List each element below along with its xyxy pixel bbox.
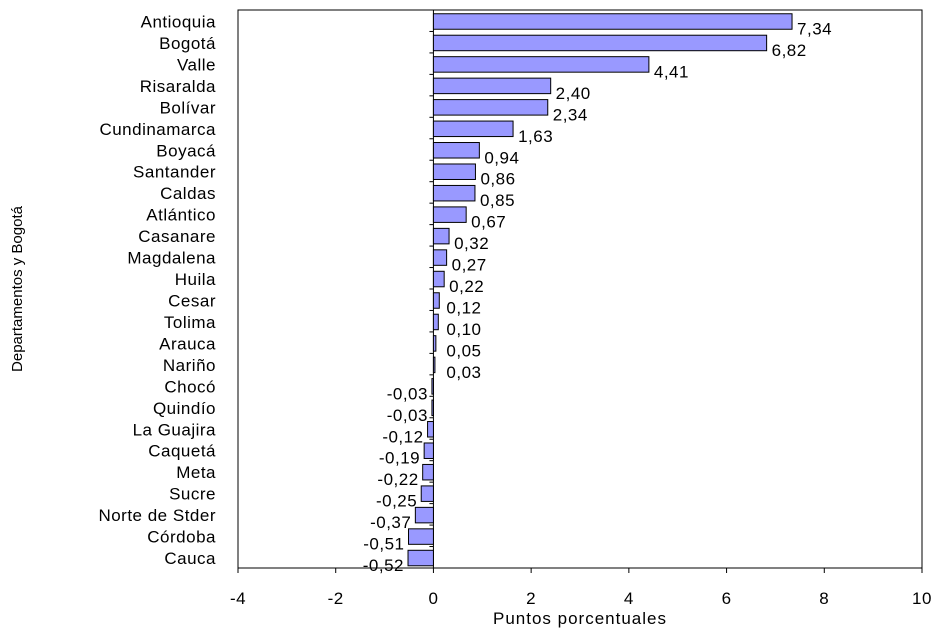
bar-cundinamarca [432, 120, 514, 138]
bar-boyaca [432, 142, 480, 159]
x-tick-label: -2 [328, 589, 344, 608]
category-label: Atlántico [146, 206, 216, 225]
x-tick-label: 10 [912, 589, 932, 608]
value-label: -0,25 [376, 492, 417, 511]
value-label: 2,40 [556, 84, 591, 103]
value-label: -0,19 [379, 449, 420, 468]
x-tick-label: 4 [624, 589, 634, 608]
category-label: Sucre [169, 485, 216, 504]
category-label: Cauca [164, 549, 216, 568]
value-label: -0,03 [387, 384, 428, 403]
category-label: Valle [177, 55, 216, 74]
x-tick-label: 0 [428, 589, 438, 608]
plot-area [237, 9, 923, 569]
value-label: 0,12 [446, 299, 481, 318]
category-label: Chocó [164, 377, 216, 396]
category-label: Quindío [153, 399, 216, 418]
category-label: Bogotá [159, 34, 216, 53]
bar-tolima [432, 313, 439, 331]
category-label: La Guajira [133, 420, 216, 439]
category-label: Santander [133, 163, 216, 182]
x-axis-ticks: -4 -2 0 2 4 6 8 10 [230, 9, 932, 608]
category-label: Arauca [159, 334, 216, 353]
value-label: 2,34 [553, 105, 588, 124]
bar-bogota [432, 34, 768, 52]
value-label: 0,86 [480, 170, 515, 189]
value-label: -0,12 [382, 427, 423, 446]
x-axis-title: Puntos porcentuales [493, 609, 667, 628]
bar-quindio [431, 399, 434, 417]
value-label: 0,94 [484, 148, 519, 167]
category-label: Magdalena [127, 249, 216, 268]
bar-caqueta [423, 442, 434, 459]
category-label: Caldas [160, 184, 216, 203]
bar-narino [432, 356, 436, 374]
value-label: 4,41 [654, 62, 689, 81]
category-label: Córdoba [147, 528, 216, 547]
x-tick-label: -4 [230, 589, 246, 608]
x-tick-label: 2 [526, 589, 536, 608]
bar-risaralda [432, 77, 552, 95]
bar-caldas [432, 184, 476, 202]
value-label: 0,67 [471, 213, 506, 232]
category-label: Casanare [138, 227, 216, 246]
bar-sucre [420, 485, 434, 502]
category-label: Boyacá [156, 141, 216, 160]
bar-antioquia [432, 13, 793, 30]
value-label: 0,03 [446, 363, 481, 382]
bar-magdalena [432, 249, 448, 266]
bar-cauca [407, 549, 434, 567]
value-label: 0,22 [449, 277, 484, 296]
x-tick-label: 6 [722, 589, 732, 608]
value-label: 7,34 [797, 20, 832, 39]
category-label: Norte de Stder [98, 506, 216, 525]
bar-la-guajira [427, 421, 434, 438]
y-axis-title: Departamentos y Bogotá [9, 205, 26, 372]
category-label: Nariño [163, 356, 216, 375]
bar-casanare [432, 227, 450, 245]
category-label: Cesar [168, 292, 216, 311]
value-label: 0,05 [446, 341, 481, 360]
value-label: -0,03 [387, 406, 428, 425]
category-labels: Antioquia Bogotá Valle Risaralda Bolívar Cund… [98, 13, 216, 569]
bars [407, 13, 793, 567]
value-label: -0,52 [363, 556, 404, 575]
bar-meta [422, 463, 434, 481]
bar-cordoba [408, 528, 434, 545]
category-label: Bolívar [160, 98, 216, 117]
bar-arauca [432, 335, 437, 352]
category-label: Cundinamarca [99, 120, 216, 139]
category-label: Caquetá [148, 442, 216, 461]
value-label: 6,82 [772, 41, 807, 60]
bar-norte-de-stder [414, 506, 434, 524]
bar-bolivar [432, 99, 549, 116]
value-labels: 7,34 6,82 4,41 2,40 2,341,63 0,94 0,86 0,85 0,67… [363, 20, 832, 576]
bar-santander [432, 163, 476, 180]
category-label: Meta [176, 463, 216, 482]
bar-cesar [432, 292, 440, 309]
bar-valle [432, 56, 650, 73]
value-label: 0,27 [452, 256, 487, 275]
category-label: Tolima [164, 313, 216, 332]
value-label: 0,85 [480, 191, 515, 210]
value-label: 0,10 [446, 320, 481, 339]
category-label: Antioquia [141, 13, 216, 32]
category-label: Risaralda [140, 77, 216, 96]
value-label: -0,51 [363, 535, 404, 554]
value-label: 0,32 [454, 234, 489, 253]
x-tick-label: 8 [819, 589, 829, 608]
value-label: 1,63 [518, 127, 553, 146]
bar-atlantico [432, 206, 467, 223]
bar-huila [432, 270, 445, 288]
value-label: -0,22 [377, 470, 418, 489]
bar-choco [431, 378, 434, 395]
category-label: Huila [175, 270, 216, 289]
value-label: -0,37 [370, 513, 411, 532]
